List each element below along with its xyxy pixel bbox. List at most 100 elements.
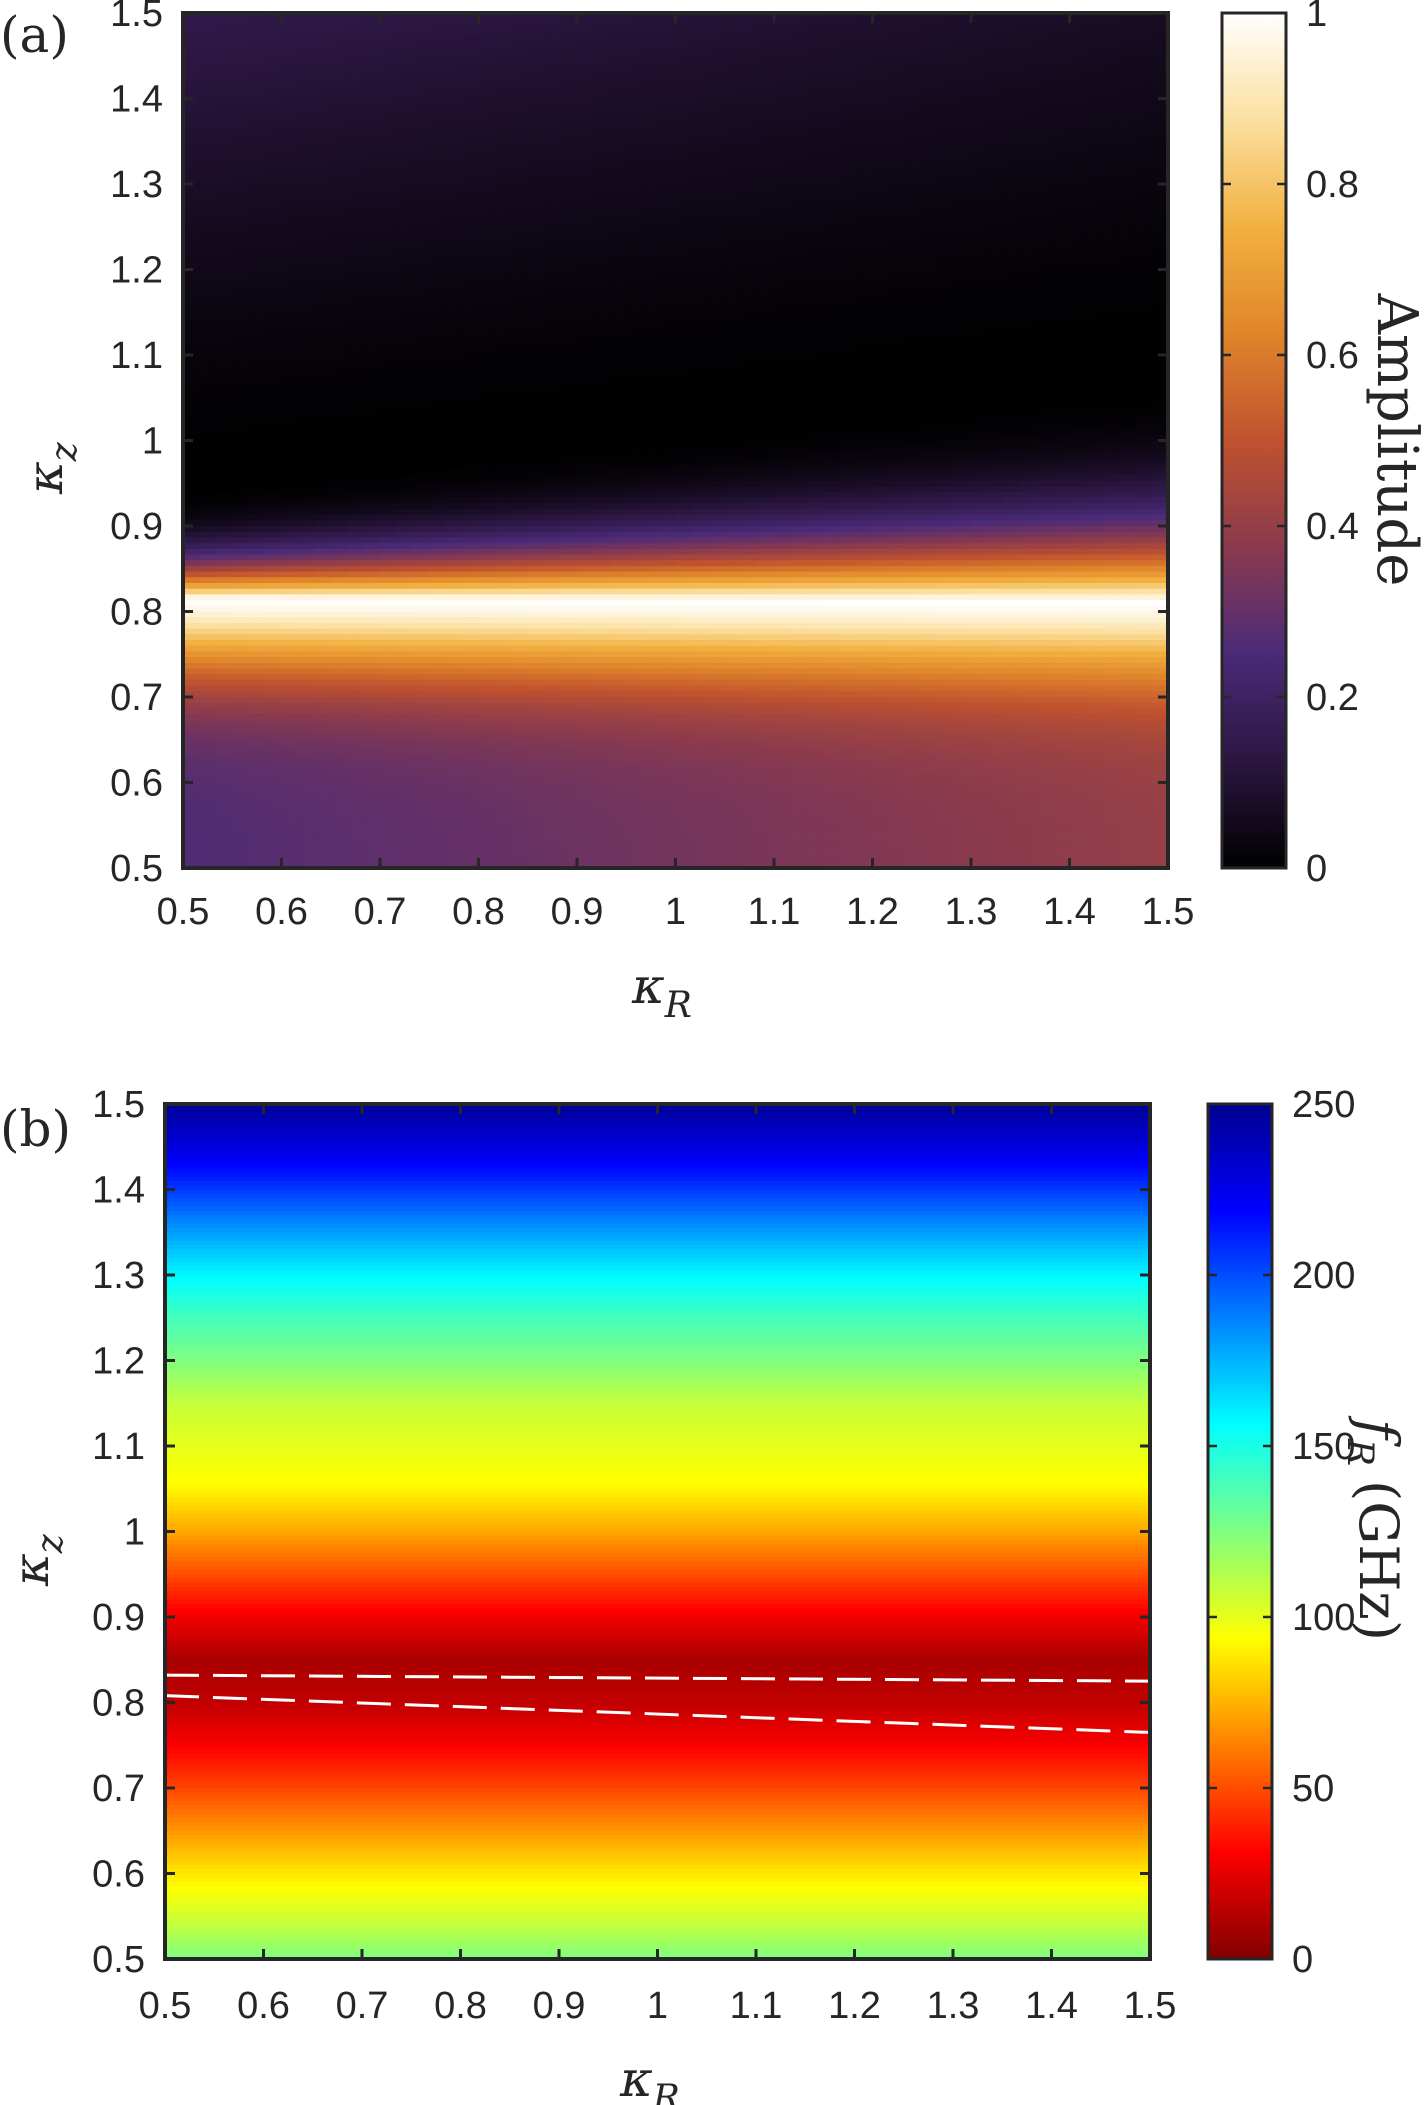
heatmap-cell <box>199 377 217 385</box>
heatmap-cell <box>494 149 512 157</box>
heatmap-cell <box>609 195 627 202</box>
heatmap-cell <box>724 189 742 196</box>
heatmap-cell <box>314 24 332 31</box>
heatmap-cell <box>577 412 595 419</box>
heatmap-cell <box>183 275 201 282</box>
heatmap-cell <box>248 548 266 556</box>
heatmap-cell <box>215 708 233 715</box>
heatmap-cell <box>642 47 660 54</box>
heatmap-cell <box>429 166 447 174</box>
heatmap-cell <box>724 241 742 248</box>
heatmap-cell <box>330 833 348 841</box>
heatmap-cell <box>626 412 644 419</box>
heatmap-cell <box>642 503 660 510</box>
heatmap-cell <box>281 104 299 111</box>
heatmap-cell <box>609 765 627 772</box>
heatmap-cell <box>363 440 381 447</box>
heatmap-cell <box>593 166 611 174</box>
heatmap-cell <box>215 149 233 157</box>
heatmap-cell <box>494 628 512 635</box>
heatmap-cell <box>429 326 447 333</box>
heatmap-cell <box>314 799 332 806</box>
heatmap-cell <box>215 47 233 54</box>
heatmap-cell <box>511 212 529 219</box>
heatmap-cell <box>511 685 529 692</box>
heatmap-cell <box>462 440 480 447</box>
heatmap-cell <box>445 685 463 692</box>
heatmap-cell <box>511 793 529 801</box>
heatmap-cell <box>281 583 299 590</box>
heatmap-cell <box>183 440 201 447</box>
heatmap-cell <box>675 223 693 231</box>
heatmap-cell <box>199 560 217 567</box>
heatmap-cell <box>577 520 595 527</box>
heatmap-cell <box>429 241 447 248</box>
heatmap-cell <box>396 87 414 94</box>
heatmap-cell <box>527 246 545 253</box>
heatmap-cell <box>708 332 726 339</box>
heatmap-cell <box>232 258 250 265</box>
heatmap-cell <box>330 429 348 436</box>
heatmap-cell <box>511 246 529 253</box>
heatmap-cell <box>429 828 447 835</box>
heatmap-cell <box>215 691 233 698</box>
heatmap-cell <box>281 212 299 219</box>
heatmap-cell <box>281 628 299 635</box>
heatmap-cell <box>478 309 496 316</box>
heatmap-cell <box>527 816 545 823</box>
heatmap-cell <box>199 440 217 447</box>
heatmap-cell <box>248 252 266 259</box>
heatmap-cell <box>544 657 562 664</box>
heatmap-cell <box>396 377 414 385</box>
heatmap-cell <box>560 166 578 174</box>
heatmap-cell <box>412 765 430 772</box>
heatmap-cell <box>675 406 693 413</box>
heatmap-cell <box>215 611 233 618</box>
heatmap-cell <box>675 13 693 20</box>
heatmap-cell <box>609 617 627 624</box>
heatmap-cell <box>478 35 496 43</box>
heatmap-cell <box>478 520 496 527</box>
heatmap-cell <box>659 674 677 681</box>
heatmap-cell <box>708 537 726 544</box>
heatmap-cell <box>363 514 381 521</box>
heatmap-cell <box>478 383 496 390</box>
heatmap-cell <box>478 508 496 516</box>
heatmap-cell <box>659 109 677 117</box>
heatmap-cell <box>396 81 414 88</box>
heatmap-cell <box>478 252 496 259</box>
heatmap-cell <box>544 360 562 367</box>
heatmap-cell <box>593 104 611 111</box>
heatmap-cell <box>412 149 430 157</box>
heatmap-cell <box>380 394 398 402</box>
heatmap-cell <box>297 446 315 453</box>
heatmap-cell <box>494 617 512 624</box>
heatmap-cell <box>445 543 463 550</box>
heatmap-cell <box>363 121 381 128</box>
heatmap-cell <box>265 81 283 88</box>
heatmap-cell <box>593 394 611 402</box>
heatmap-cell <box>560 389 578 396</box>
heatmap-cell <box>462 58 480 65</box>
heatmap-cell <box>297 714 315 721</box>
heatmap-cell <box>330 845 348 852</box>
heatmap-cell <box>412 417 430 424</box>
heatmap-cell <box>281 275 299 282</box>
heatmap-cell <box>199 828 217 835</box>
heatmap-cell <box>281 651 299 658</box>
heatmap-cell <box>478 651 496 658</box>
heatmap-cell <box>232 70 250 77</box>
heatmap-cell <box>347 115 365 122</box>
heatmap-cell <box>199 822 217 829</box>
heatmap-cell <box>675 104 693 111</box>
heatmap-cell <box>593 594 611 601</box>
heatmap-cell <box>412 491 430 499</box>
heatmap-cell <box>708 337 726 345</box>
heatmap-cell <box>265 377 283 385</box>
heatmap-cell <box>330 719 348 727</box>
heatmap-cell <box>297 70 315 77</box>
heatmap-cell <box>429 765 447 772</box>
heatmap-cell <box>248 748 266 755</box>
heatmap-cell <box>577 263 595 271</box>
heatmap-cell <box>478 298 496 305</box>
